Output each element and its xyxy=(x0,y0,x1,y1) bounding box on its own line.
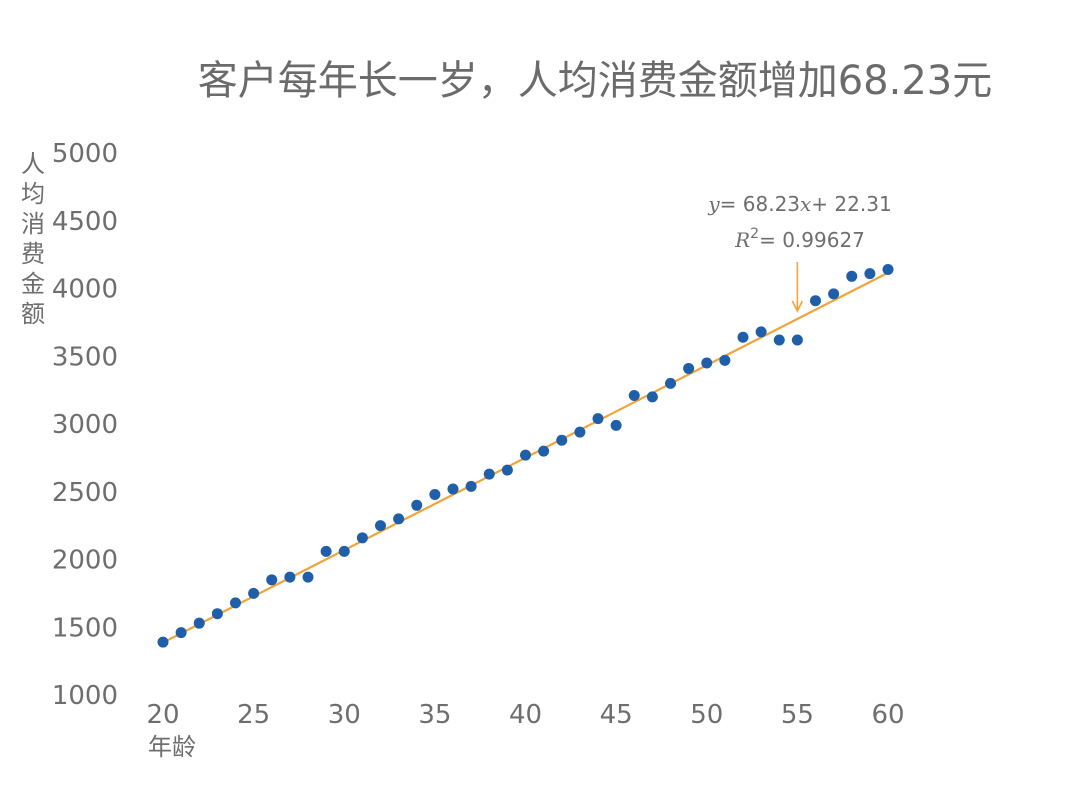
y-axis-label-char: 消 xyxy=(21,210,45,238)
data-point xyxy=(320,545,332,557)
y-tick-label: 5000 xyxy=(52,139,118,169)
y-tick-label: 1500 xyxy=(52,613,118,643)
data-point xyxy=(719,354,731,366)
y-tick-label: 3500 xyxy=(52,342,118,372)
data-point xyxy=(592,413,604,425)
data-point xyxy=(248,587,260,599)
x-tick-label: 20 xyxy=(146,700,179,730)
data-point xyxy=(338,545,350,557)
x-tick-label: 30 xyxy=(328,700,361,730)
y-axis-label-char: 人 xyxy=(21,150,45,178)
y-axis-label-char: 额 xyxy=(21,300,45,328)
data-point xyxy=(447,483,459,495)
x-tick-label: 45 xyxy=(600,700,633,730)
data-point xyxy=(483,468,495,480)
data-point xyxy=(393,513,405,525)
data-point xyxy=(882,264,894,276)
data-point xyxy=(175,627,187,639)
data-point xyxy=(429,488,441,500)
y-tick-label: 4000 xyxy=(52,275,118,305)
data-point xyxy=(501,464,513,476)
equation-slope: = 68.23 xyxy=(720,192,800,216)
y-tick-label: 2000 xyxy=(52,546,118,576)
trend-annotation: y= 68.23x+ 22.31 R2= 0.99627 xyxy=(707,192,892,313)
x-tick-label: 25 xyxy=(237,700,270,730)
x-tick-label: 40 xyxy=(509,700,542,730)
data-point xyxy=(737,331,749,343)
data-point xyxy=(610,419,622,431)
data-point xyxy=(520,449,531,461)
y-axis-label: 人均消费金额 xyxy=(21,150,45,328)
data-point xyxy=(211,608,223,620)
y-axis-label-char: 费 xyxy=(21,240,45,268)
data-point xyxy=(846,270,858,282)
data-point xyxy=(574,426,586,438)
r-squared-value: = 0.99627 xyxy=(759,228,865,252)
data-point xyxy=(828,288,840,300)
x-axis-label: 年龄 xyxy=(148,733,196,761)
data-point xyxy=(411,499,423,511)
data-point xyxy=(356,532,368,544)
y-axis-label-char: 均 xyxy=(21,180,45,208)
data-point xyxy=(755,326,767,338)
data-point xyxy=(683,362,695,374)
y-axis-ticks: 1000 1500 2000 2500 3000 3500 4000 4500 5000 xyxy=(52,139,118,711)
data-point xyxy=(266,574,278,586)
x-tick-label: 55 xyxy=(781,700,814,730)
y-tick-label: 4500 xyxy=(52,207,118,237)
y-tick-label: 2500 xyxy=(52,478,118,508)
data-points xyxy=(157,264,894,648)
y-axis-label-char: 金 xyxy=(21,270,45,298)
r-squared-label: R2= 0.99627 xyxy=(734,226,865,252)
annotation-arrow-head xyxy=(791,300,804,313)
data-point xyxy=(193,617,205,629)
data-point xyxy=(665,377,676,389)
x-tick-label: 35 xyxy=(418,700,451,730)
x-axis-ticks: 20 25 30 35 40 45 50 55 60 xyxy=(146,700,904,730)
data-point xyxy=(230,597,241,609)
y-tick-label: 3000 xyxy=(52,410,118,440)
data-point xyxy=(556,434,568,446)
data-point xyxy=(773,334,785,346)
data-point xyxy=(791,334,803,346)
y-tick-label: 1000 xyxy=(52,681,118,711)
x-tick-label: 60 xyxy=(871,700,904,730)
x-tick-label: 50 xyxy=(690,700,723,730)
data-point xyxy=(157,636,169,648)
equation-intercept: + 22.31 xyxy=(811,192,891,216)
data-point xyxy=(538,445,550,457)
data-point xyxy=(810,295,821,307)
data-point xyxy=(375,520,386,532)
data-point xyxy=(284,571,296,583)
chart-title: 客户每年长一岁，人均消费金额增加68.23元 xyxy=(198,58,993,104)
data-point xyxy=(864,268,876,280)
data-point xyxy=(646,391,658,403)
data-point xyxy=(701,357,713,369)
equation-label: y= 68.23x+ 22.31 xyxy=(707,192,891,216)
data-point xyxy=(628,390,640,402)
data-point xyxy=(302,571,314,583)
data-point xyxy=(465,480,477,492)
